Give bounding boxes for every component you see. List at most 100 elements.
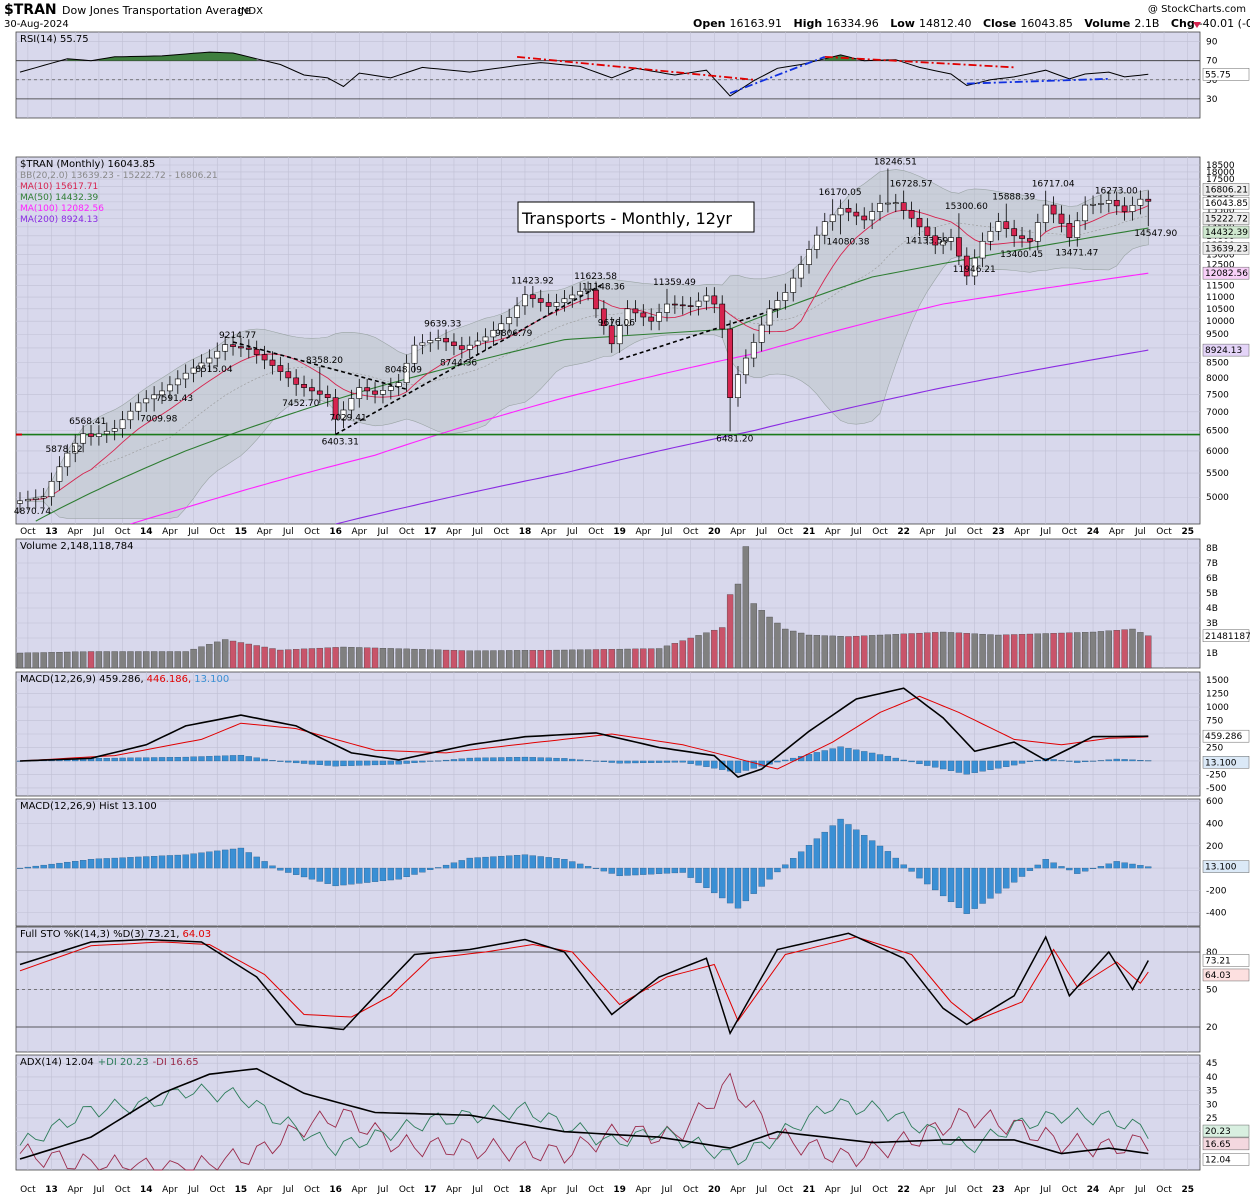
volume-bar xyxy=(790,630,797,669)
volume-bar xyxy=(608,649,615,669)
candle-body xyxy=(608,325,615,345)
macd-hist-bar xyxy=(955,760,963,773)
candle-body xyxy=(529,294,536,299)
macd-hist-bar xyxy=(774,760,781,763)
macd-tick-label: -500 xyxy=(1206,784,1227,794)
hist-bar xyxy=(387,867,394,881)
candle-body xyxy=(269,359,276,366)
x-tick-label-price: Apr xyxy=(920,527,936,537)
x-tick-label-adx: 21 xyxy=(803,1185,816,1195)
symbol-label: $TRAN xyxy=(4,2,57,18)
candle-body xyxy=(198,362,205,369)
volume-bar xyxy=(687,637,694,669)
tag-ma200: 8924.13 xyxy=(1205,346,1242,356)
hist-bar xyxy=(48,863,55,869)
hist-bar xyxy=(939,867,947,897)
macd-hist-bar xyxy=(308,760,316,765)
candle-body xyxy=(1098,203,1104,205)
credit-label: @ StockCharts.com xyxy=(1148,4,1246,15)
candle-body xyxy=(719,303,726,330)
hist-bar xyxy=(340,867,347,886)
candle-body xyxy=(837,207,844,216)
index-name: Dow Jones Transportation Average xyxy=(62,4,251,17)
candle-body xyxy=(956,237,962,257)
volume-bar xyxy=(1042,633,1049,669)
price-tick-label: 18500 xyxy=(1206,161,1235,171)
volume-bar xyxy=(1066,632,1073,669)
candle-body xyxy=(1129,205,1136,212)
volume-bar xyxy=(861,635,868,669)
candle-body xyxy=(451,341,457,346)
annotation-text: Transports - Monthly, 12yr xyxy=(521,209,732,228)
panel-vol xyxy=(15,538,1201,669)
volume-bar xyxy=(56,652,63,669)
volume-bar xyxy=(245,643,252,669)
candle-body xyxy=(1011,228,1018,237)
volume-bar xyxy=(513,650,521,669)
macd-hist-bar xyxy=(450,759,458,762)
x-tick-label-price: Oct xyxy=(588,527,604,537)
candle-body xyxy=(443,337,449,343)
candle-body xyxy=(766,308,773,326)
hist-bar xyxy=(971,867,978,909)
x-tick-label-price: 22 xyxy=(897,527,910,537)
volume-bar xyxy=(1105,630,1112,669)
candle-body xyxy=(790,277,797,293)
adx-tick-label: 35 xyxy=(1206,1087,1217,1097)
x-tick-label-adx: Jul xyxy=(945,1185,957,1195)
macd-hist-bar xyxy=(963,760,970,775)
candle-body xyxy=(103,430,110,435)
macd-hist-bar xyxy=(316,760,323,765)
candle-body xyxy=(214,350,221,359)
volume-bar xyxy=(190,648,197,669)
hist-bar xyxy=(726,867,734,904)
x-tick-label-adx: Apr xyxy=(446,1185,462,1195)
macd-hist-bar xyxy=(537,757,544,762)
x-tick-label-price: Oct xyxy=(1062,527,1078,537)
x-tick-label-adx: Jul xyxy=(1134,1185,1146,1195)
candle-body xyxy=(364,387,371,392)
macd-hist-bar xyxy=(892,757,899,762)
x-tick-label-price: 20 xyxy=(708,527,721,537)
candle-body xyxy=(624,308,631,327)
macd-hist-bar xyxy=(703,760,710,767)
candle-body xyxy=(80,433,87,444)
hist-bar xyxy=(229,848,237,869)
macd-hist-bar xyxy=(1003,760,1010,767)
volume-bar xyxy=(466,650,473,669)
hist-bar xyxy=(1050,862,1057,869)
x-tick-label-adx: Apr xyxy=(825,1185,841,1195)
hist-legend: MACD(12,26,9) Hist 13.100 xyxy=(20,801,157,812)
hist-bar xyxy=(458,860,465,869)
hist-bar xyxy=(450,862,458,869)
volume-bar xyxy=(300,648,308,669)
volume-bar xyxy=(703,632,710,669)
volume-bar xyxy=(853,635,860,669)
candle-body xyxy=(48,481,55,498)
macd-hist-bar xyxy=(750,760,757,769)
volume-bar xyxy=(356,647,363,669)
x-tick-label-adx: Oct xyxy=(967,1185,983,1195)
hist-bar xyxy=(166,855,174,869)
tag-close-box xyxy=(1202,196,1250,210)
hist-bar xyxy=(206,851,213,869)
x-tick-label-adx: 23 xyxy=(992,1185,1005,1195)
macd-hist-bar xyxy=(300,760,308,764)
volume-bar xyxy=(529,650,536,669)
candle-body xyxy=(735,374,741,398)
candle-body xyxy=(111,428,118,432)
candle-body xyxy=(695,300,702,307)
x-tick-label-price: Oct xyxy=(20,527,36,537)
hist-bar xyxy=(379,867,387,882)
volume-bar xyxy=(932,632,939,669)
hist-bar xyxy=(482,856,489,869)
candle-body xyxy=(174,378,181,386)
price-tick-label: 17500 xyxy=(1206,175,1235,185)
candle-body xyxy=(1042,204,1049,223)
candle-body xyxy=(987,230,994,242)
volume-bar xyxy=(616,648,623,669)
volume-bar xyxy=(119,651,126,669)
volume-bar xyxy=(103,651,110,669)
price-point-label: 9806.79 xyxy=(495,329,532,339)
x-tick-label-adx: 15 xyxy=(235,1185,248,1195)
